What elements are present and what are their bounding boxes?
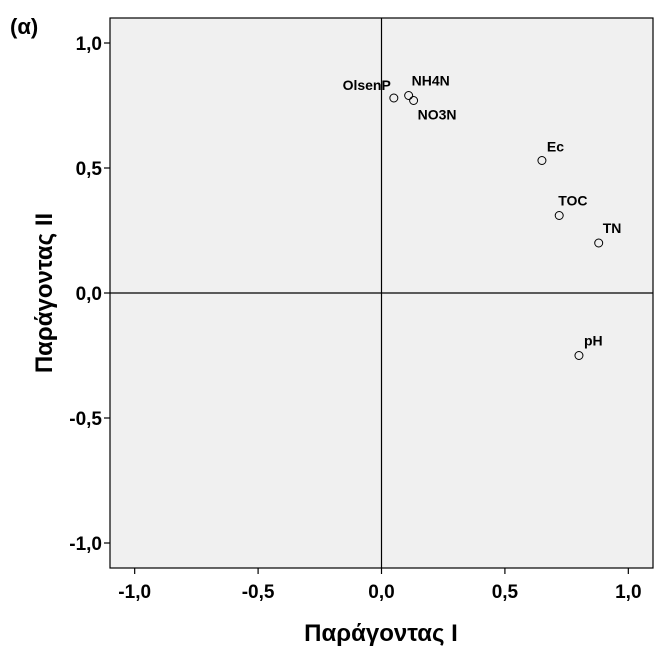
data-point (554, 211, 564, 220)
x-tick-label: 0,0 (368, 582, 394, 603)
x-axis-title: Παράγοντας I (304, 620, 458, 647)
y-tick-label: -0,5 (69, 409, 102, 430)
point-label: TN (603, 220, 622, 236)
point-label: TOC (558, 193, 587, 209)
point-label: NH4N (412, 73, 450, 89)
data-point (574, 351, 584, 360)
data-point (409, 96, 419, 105)
panel-label: (α) (10, 14, 38, 39)
data-point (404, 91, 414, 100)
x-tick-label: -0,5 (242, 582, 275, 603)
y-axis-title: Παράγοντας II (31, 213, 58, 373)
data-point (537, 156, 547, 165)
y-tick-label: 0,5 (76, 159, 103, 180)
point-label: Ec (547, 139, 564, 155)
x-tick-label: 0,5 (492, 582, 519, 603)
x-tick-label: -1,0 (118, 582, 151, 603)
point-label: OlsenP (343, 77, 391, 93)
y-tick-label: 0,0 (76, 284, 102, 305)
y-tick-label: 1,0 (76, 34, 102, 55)
data-point (389, 93, 399, 103)
point-label: NO3N (418, 107, 457, 123)
x-tick-label: 1,0 (615, 582, 641, 603)
y-tick-label: -1,0 (69, 534, 102, 555)
point-label: pH (584, 333, 603, 349)
data-point (594, 238, 604, 248)
